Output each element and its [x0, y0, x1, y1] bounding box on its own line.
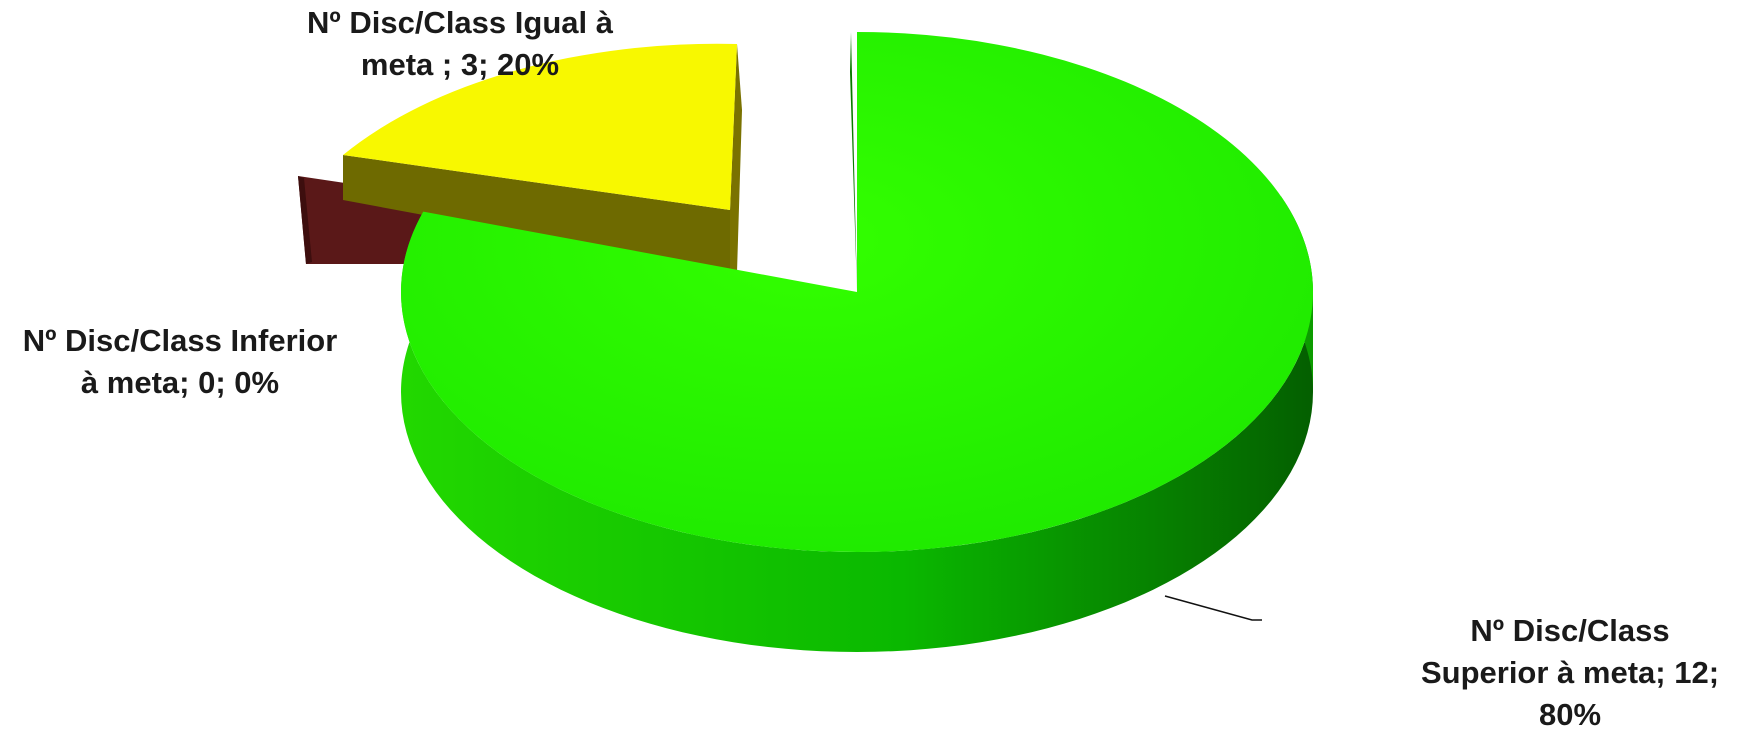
data-label-inferior-line2: à meta; 0; 0%	[80, 365, 280, 400]
data-label-superior: Nº Disc/Class Superior à meta; 12; 80%	[1400, 610, 1740, 736]
slice-superior-cut	[850, 32, 857, 292]
data-label-superior-line2: Superior à meta; 12;	[1420, 655, 1720, 690]
data-label-igual: Nº Disc/Class Igual à meta ; 3; 20%	[290, 2, 630, 86]
data-label-inferior-line1: Nº Disc/Class Inferior	[22, 323, 338, 358]
data-label-superior-line1: Nº Disc/Class	[1470, 613, 1670, 648]
slice-igual-edge	[730, 44, 742, 272]
slice-superior	[401, 32, 1313, 552]
data-label-igual-line2: meta ; 3; 20%	[360, 47, 560, 82]
data-label-igual-line1: Nº Disc/Class Igual à	[307, 5, 613, 40]
data-label-superior-line3: 80%	[1538, 697, 1602, 732]
data-label-inferior: Nº Disc/Class Inferior à meta; 0; 0%	[0, 320, 360, 404]
leader-line-superior	[1164, 595, 1262, 621]
slice-igual	[343, 43, 737, 210]
slice-igual-side	[343, 155, 730, 272]
slice-inferior-side	[298, 176, 312, 264]
slice-superior-side	[401, 211, 1313, 652]
